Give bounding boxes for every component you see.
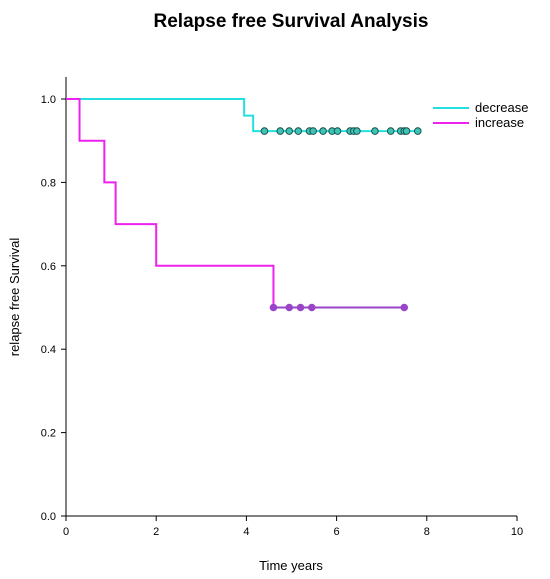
censor-marker-increase	[307, 303, 316, 312]
y-tick-label: 0.8	[41, 177, 56, 189]
y-tick-label: 0.2	[41, 428, 56, 440]
chart-title: Relapse free Survival Analysis	[154, 11, 429, 32]
censor-marker-increase	[400, 303, 409, 312]
series-line-decrease	[66, 98, 418, 133]
censor-marker-decrease	[319, 127, 327, 135]
x-tick-label: 0	[63, 526, 69, 538]
legend-label-decrease: decrease	[475, 100, 528, 115]
y-tick-label: 0.6	[41, 261, 56, 273]
censor-marker-decrease	[294, 127, 303, 135]
x-tick-label: 6	[334, 526, 340, 538]
censor-marker-increase	[269, 303, 278, 312]
censor-marker-decrease	[276, 127, 285, 135]
x-tick-label: 2	[153, 526, 159, 538]
plot-area	[66, 98, 422, 312]
x-tick-label: 10	[511, 526, 523, 538]
censor-marker-decrease	[333, 127, 342, 135]
censor-marker-decrease	[371, 127, 379, 135]
censor-marker-decrease	[309, 127, 317, 135]
legend-label-increase: increase	[475, 115, 524, 130]
x-axis-label: Time years	[259, 558, 323, 573]
axes: 0 2 4 6 8 10 0.0 0.2 0.4 0.6 0.8 1.0	[41, 77, 523, 538]
x-tick-label: 8	[424, 526, 430, 538]
censor-marker-decrease	[386, 127, 395, 135]
y-tick-label: 0.4	[41, 344, 56, 356]
censor-marker-decrease	[353, 127, 361, 135]
x-tick-label: 4	[243, 526, 249, 538]
censor-marker-decrease	[413, 127, 422, 135]
censor-marker-decrease	[260, 127, 269, 135]
censor-marker-increase	[296, 303, 305, 312]
y-axis-label: relapse free Survival	[7, 238, 22, 357]
censor-marker-decrease	[402, 127, 411, 135]
y-tick-label: 1.0	[41, 94, 56, 106]
censor-marker-decrease	[285, 127, 294, 135]
y-tick-label: 0.0	[41, 511, 56, 523]
series-line-increase	[66, 98, 275, 308]
censor-marker-increase	[285, 303, 294, 312]
